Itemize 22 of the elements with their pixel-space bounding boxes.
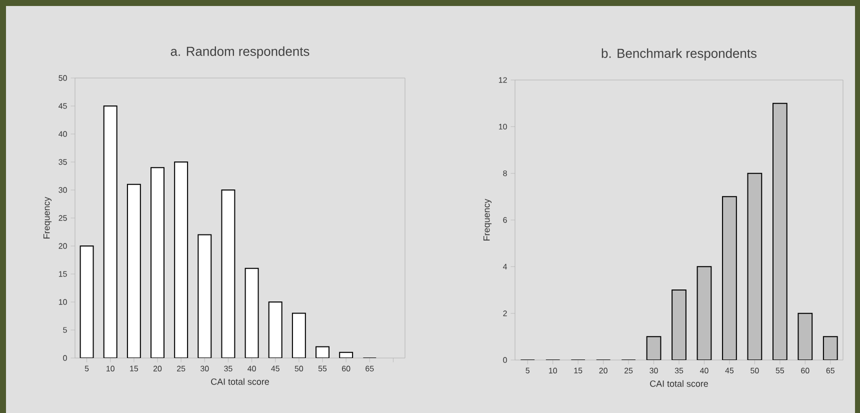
bar xyxy=(244,268,259,358)
bar xyxy=(747,172,762,360)
bar xyxy=(672,290,686,360)
bar xyxy=(798,312,813,360)
x-axis-title: CAI total score xyxy=(650,380,708,387)
bar xyxy=(268,302,282,358)
bar xyxy=(822,336,838,360)
bar xyxy=(126,184,141,358)
chart-title: a. Random respondents xyxy=(170,46,310,59)
bar xyxy=(198,234,212,358)
y-axis-title: Frequency xyxy=(483,198,492,240)
x-axis-title: CAI total score xyxy=(211,378,270,385)
bar xyxy=(221,190,236,358)
bar xyxy=(722,196,737,360)
bar xyxy=(174,162,188,358)
bar xyxy=(150,167,164,358)
bar xyxy=(80,246,94,358)
bar xyxy=(772,102,788,360)
bar xyxy=(292,312,306,358)
bar xyxy=(103,106,118,358)
chart-title: b. Benchmark respondents xyxy=(602,48,757,60)
y-axis-title: Frequency xyxy=(43,196,52,238)
